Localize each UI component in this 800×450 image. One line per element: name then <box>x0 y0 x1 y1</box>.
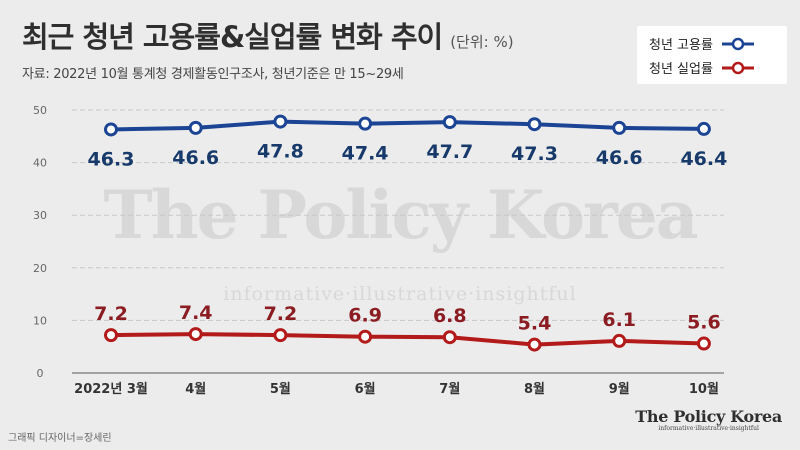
legend-item-employment: 청년 고용률 <box>649 34 755 53</box>
data-label-unemployment: 6.9 <box>348 305 382 327</box>
y-tick-label: 20 <box>33 262 47 275</box>
x-category-label: 4월 <box>185 381 206 397</box>
data-label-employment: 47.4 <box>342 143 389 165</box>
x-category-label: 5월 <box>270 381 291 397</box>
legend-label-unemployment: 청년 실업률 <box>649 62 713 77</box>
data-label-unemployment: 6.8 <box>433 305 467 327</box>
data-label-unemployment: 5.6 <box>687 312 721 334</box>
data-point-employment <box>527 117 542 132</box>
brand-name: The Policy Korea <box>635 407 782 426</box>
chart-title: 최근 청년 고용률&실업률 변화 추이 <box>22 20 443 54</box>
data-point-employment <box>612 120 627 135</box>
y-tick-label: 50 <box>33 104 47 117</box>
data-point-unemployment <box>104 328 118 343</box>
data-label-unemployment: 5.4 <box>518 313 552 335</box>
legend-marker-employment-icon <box>721 37 754 50</box>
data-point-unemployment <box>358 329 373 344</box>
data-label-unemployment: 6.1 <box>602 309 636 331</box>
data-label-unemployment: 7.2 <box>264 303 298 325</box>
y-tick-label: 30 <box>33 209 47 222</box>
data-point-employment <box>358 116 373 131</box>
legend-marker-unemployment-icon <box>721 61 754 74</box>
data-point-unemployment <box>696 336 711 351</box>
brand-tagline: informative·illustrative·insightful <box>658 425 759 432</box>
x-category-label: 7월 <box>439 381 460 397</box>
legend-label-employment: 청년 고용률 <box>649 38 713 53</box>
data-point-employment <box>273 114 288 129</box>
credit-note: 그래픽 디자이너=장세린 <box>8 433 112 444</box>
data-label-unemployment: 7.4 <box>179 302 213 324</box>
data-point-employment <box>188 120 203 135</box>
legend-item-unemployment: 청년 실업률 <box>649 58 755 77</box>
legend: 청년 고용률 청년 실업률 <box>637 26 787 84</box>
data-point-unemployment <box>527 337 542 352</box>
data-point-unemployment <box>442 330 457 345</box>
x-category-label: 2022년 3월 <box>74 381 148 397</box>
data-label-employment: 47.7 <box>426 141 473 163</box>
y-tick-label: 0 <box>37 367 44 380</box>
y-tick-label: 40 <box>33 157 47 170</box>
x-category-label: 8월 <box>524 381 545 397</box>
data-point-unemployment <box>612 333 627 348</box>
chart-title-block: 최근 청년 고용률&실업률 변화 추이 (단위: %) <box>22 14 514 56</box>
data-point-unemployment <box>273 328 288 343</box>
data-point-employment <box>442 115 457 130</box>
data-point-unemployment <box>188 327 203 342</box>
series-line-unemployment <box>109 332 706 347</box>
x-category-label: 10월 <box>689 381 719 397</box>
data-point-employment <box>104 122 118 137</box>
x-category-label: 6월 <box>355 381 376 397</box>
y-tick-label: 10 <box>33 314 47 327</box>
series-line-employment <box>109 119 706 132</box>
unit-note: (단위: %) <box>450 33 514 51</box>
data-label-employment: 46.6 <box>172 147 219 169</box>
data-label-employment: 47.3 <box>511 143 558 165</box>
brand-logo: The Policy Korea informative·illustrativ… <box>635 407 782 432</box>
data-label-employment: 47.8 <box>257 141 304 163</box>
data-point-employment <box>696 121 711 136</box>
data-label-employment: 46.4 <box>680 148 727 170</box>
data-label-employment: 46.6 <box>596 147 643 169</box>
data-label-employment: 46.3 <box>88 148 135 170</box>
data-label-unemployment: 7.2 <box>94 303 128 325</box>
source-note: 자료: 2022년 10월 통계청 경제활동인구조사, 청년기준은 만 15~2… <box>22 67 404 82</box>
x-category-label: 9월 <box>609 381 630 397</box>
watermark-tagline: informative·illustrative·insightful <box>223 283 576 305</box>
